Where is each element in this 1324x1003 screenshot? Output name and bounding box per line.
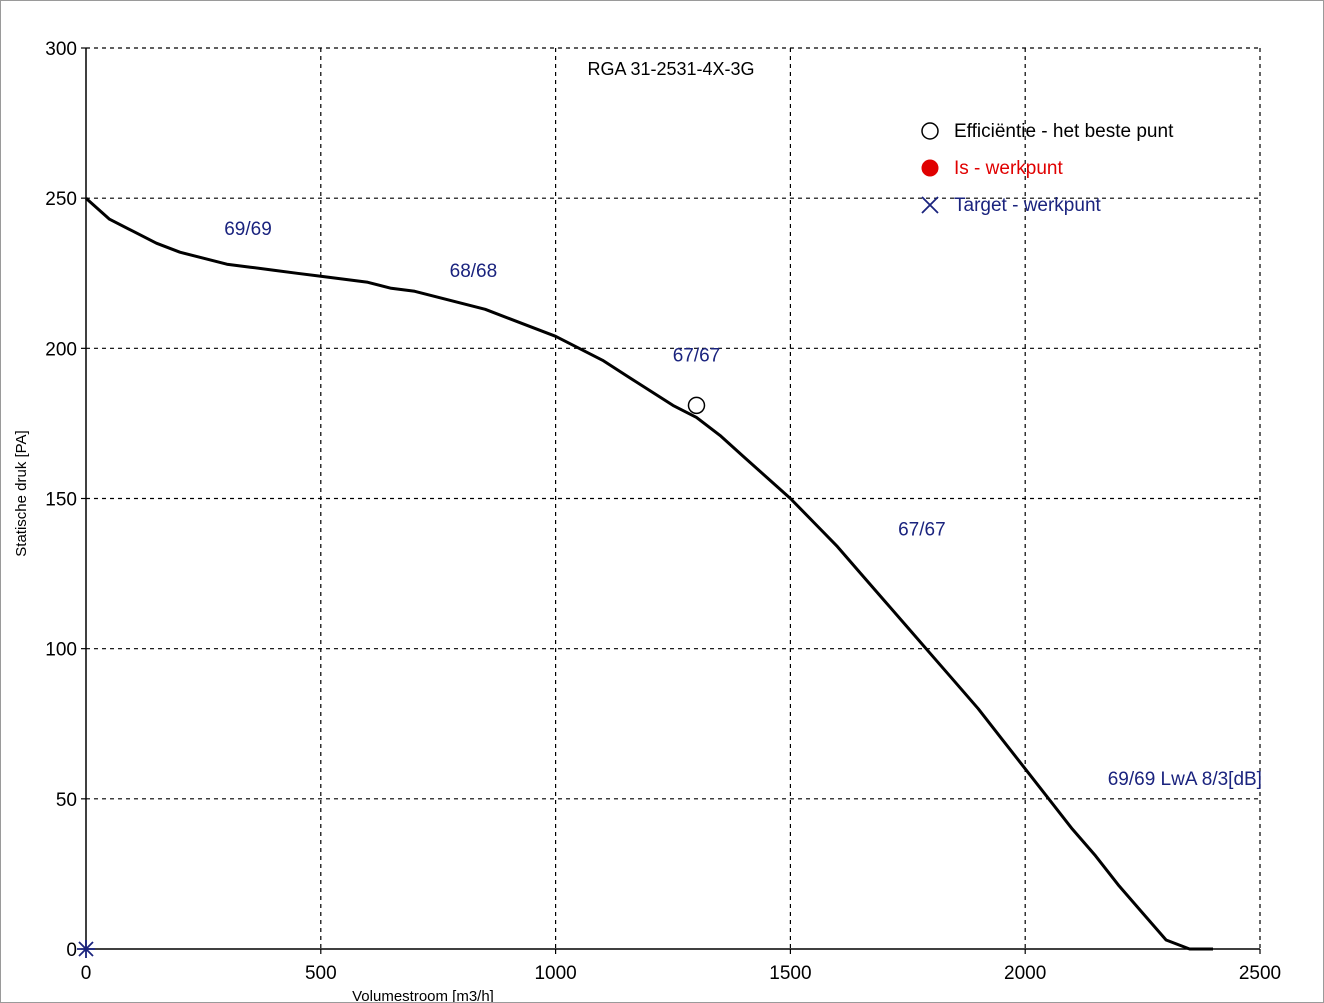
y-axis-title: Statische druk [PA] <box>13 430 30 556</box>
y-tick-label: 150 <box>45 490 77 511</box>
y-tick-label: 100 <box>45 640 77 661</box>
curve-annotation: 69/69 LwA 8/3[dB] <box>1108 769 1262 790</box>
curve-annotation: 67/67 <box>898 520 946 541</box>
legend-symbol-3 <box>921 196 939 214</box>
x-tick-label: 1500 <box>769 963 811 984</box>
best-efficiency-point-marker <box>687 396 706 415</box>
curve-annotation: 67/67 <box>673 345 721 366</box>
legend-label-2: Is - werkpunt <box>954 158 1063 179</box>
y-tick-label: 0 <box>66 940 77 961</box>
legend-symbol-2 <box>921 159 939 177</box>
y-tick-label: 300 <box>45 39 77 60</box>
x-tick-label: 2000 <box>1004 963 1046 984</box>
target-point-marker <box>77 940 95 958</box>
y-tick-label: 200 <box>45 339 77 360</box>
curve-annotation: 69/69 <box>224 219 272 240</box>
x-axis-title: Volumestroom [m3/h] <box>352 988 494 1002</box>
x-tick-label: 1000 <box>534 963 576 984</box>
legend-label-3: Target - werkpunt <box>954 195 1102 216</box>
x-tick-label: 500 <box>305 963 337 984</box>
performance-curve <box>85 197 1213 951</box>
legend-symbol-1 <box>921 122 939 140</box>
y-tick-label: 50 <box>56 790 77 811</box>
y-tick-label: 250 <box>45 189 77 210</box>
legend-label-1: Efficiëntie - het beste punt <box>954 121 1174 142</box>
curve-annotation: 68/68 <box>450 261 498 282</box>
x-tick-label: 0 <box>81 963 92 984</box>
x-tick-label: 2500 <box>1239 963 1281 984</box>
chart-title: RGA 31-2531-4X-3G <box>587 59 754 79</box>
